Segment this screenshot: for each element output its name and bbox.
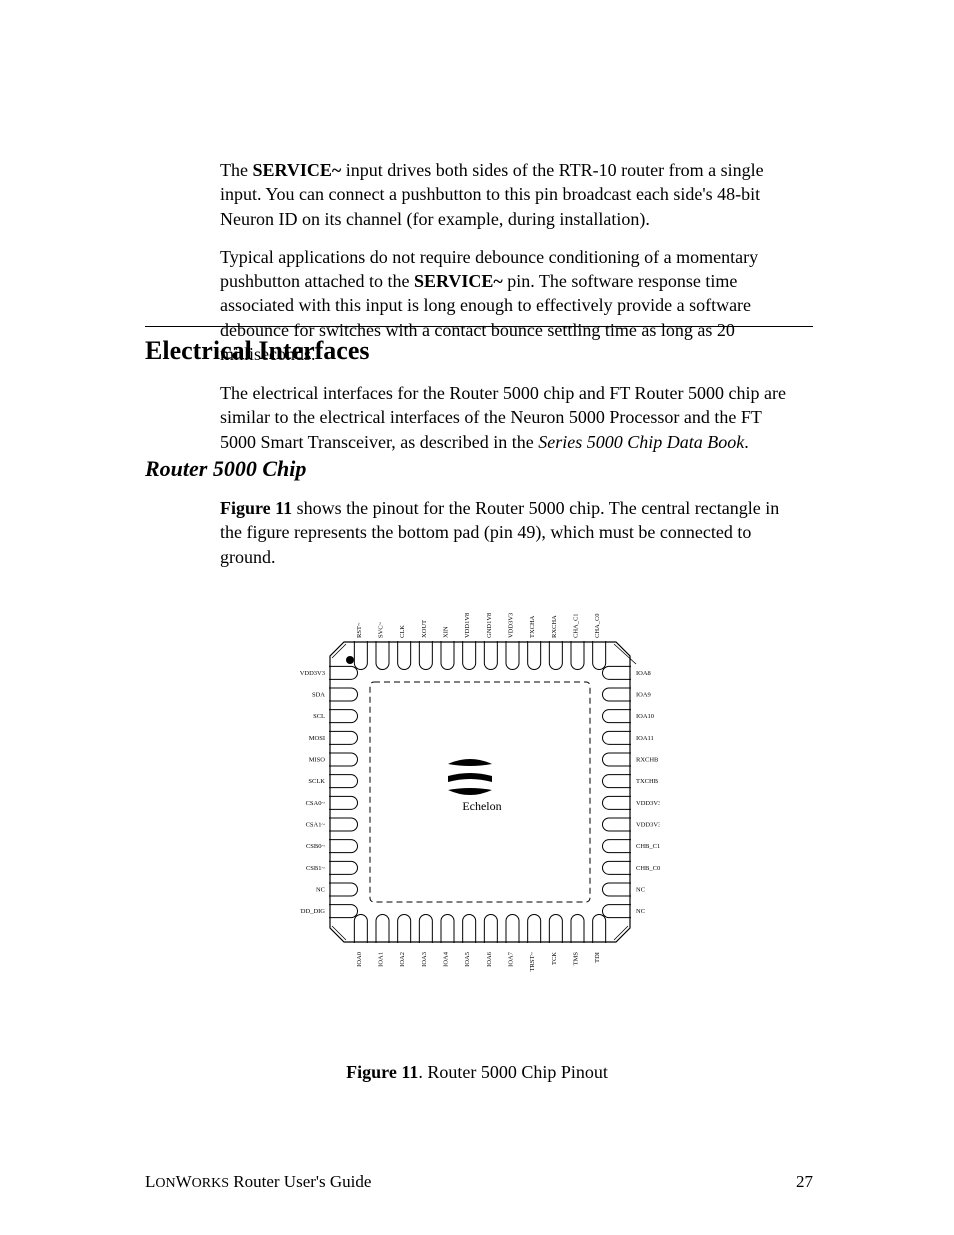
book-title-italic: Series 5000 Chip Data Book (538, 432, 744, 452)
svg-text:TCK: TCK (551, 952, 558, 965)
svg-text:NC: NC (316, 887, 325, 894)
section-divider (145, 326, 813, 327)
svg-text:VDD3V3: VDD3V3 (636, 822, 660, 829)
svg-text:IOA1: IOA1 (378, 952, 385, 967)
svg-text:IOA7: IOA7 (508, 951, 515, 967)
svg-text:IOA11: IOA11 (636, 735, 654, 742)
svg-text:IOA4: IOA4 (443, 951, 450, 967)
chip-pinout-svg: Echelon RST~ SVC~ CLK XOUT XIN VDD1V8 GND1V8 VDD… (300, 612, 660, 972)
heading-router-5000-chip: Router 5000 Chip (145, 456, 306, 482)
svg-text:VDD_DIG: VDD_DIG (300, 908, 325, 915)
svg-text:SVC~: SVC~ (378, 621, 385, 638)
svg-text:CSA1~: CSA1~ (306, 822, 326, 829)
svg-text:IOA10: IOA10 (636, 713, 654, 720)
svg-text:TRST~: TRST~ (529, 952, 536, 972)
svg-text:IOA0: IOA0 (356, 952, 363, 967)
svg-text:TDI: TDI (594, 952, 601, 963)
svg-text:XOUT: XOUT (421, 620, 428, 638)
svg-text:CHA_C1: CHA_C1 (573, 613, 580, 638)
svg-text:VDD1V8: VDD1V8 (464, 613, 471, 638)
svg-text:TXCHB: TXCHB (636, 778, 659, 785)
svg-text:NC: NC (636, 887, 645, 894)
text-run: . (744, 432, 749, 452)
svg-text:CSB0~: CSB0~ (306, 843, 326, 850)
svg-text:SCL: SCL (313, 713, 325, 720)
svg-text:CSA0~: CSA0~ (306, 800, 326, 807)
svg-text:MISO: MISO (309, 757, 326, 764)
svg-text:RST~: RST~ (356, 622, 363, 638)
svg-text:CHB_C0: CHB_C0 (636, 865, 660, 872)
service-label-bold: SERVICE~ (252, 160, 341, 180)
svg-text:CLK: CLK (399, 625, 406, 638)
svg-text:SDA: SDA (312, 692, 325, 699)
svg-text:RXCHB: RXCHB (636, 757, 659, 764)
svg-text:Echelon: Echelon (462, 799, 501, 813)
svg-text:VDD3V3: VDD3V3 (508, 613, 515, 638)
svg-text:MOSI: MOSI (309, 735, 325, 742)
heading-electrical-interfaces: Electrical Interfaces (145, 336, 370, 366)
svg-text:RXCHA: RXCHA (551, 615, 558, 638)
svg-text:IOA2: IOA2 (399, 952, 406, 967)
svg-text:TXCHA: TXCHA (529, 615, 536, 638)
svg-text:IOA5: IOA5 (464, 952, 471, 967)
svg-text:VDD3V3: VDD3V3 (300, 670, 325, 677)
paragraph-service-1: The SERVICE~ input drives both sides of … (220, 158, 795, 231)
svg-text:IOA6: IOA6 (486, 951, 493, 967)
paragraph-electrical: The electrical interfaces for the Router… (220, 381, 795, 468)
svg-text:IOA3: IOA3 (421, 952, 428, 967)
svg-text:IOA9: IOA9 (636, 692, 651, 699)
svg-text:IOA8: IOA8 (636, 670, 651, 677)
text-run: shows the pinout for the Router 5000 chi… (220, 498, 779, 567)
svg-text:NC: NC (636, 908, 645, 915)
svg-text:CHA_C0: CHA_C0 (594, 613, 601, 638)
svg-text:GND1V8: GND1V8 (486, 613, 493, 638)
svg-text:VDD3V3: VDD3V3 (636, 800, 660, 807)
figure-chip-pinout: Echelon RST~ SVC~ CLK XOUT XIN VDD1V8 GND1V8 VDD… (300, 612, 660, 972)
footer-left: LONWORKS Router User's Guide (145, 1172, 371, 1191)
svg-text:SCLK: SCLK (308, 778, 325, 785)
caption-bold: Figure 11 (346, 1062, 418, 1082)
footer-title: Router User's Guide (229, 1172, 371, 1191)
svg-text:XIN: XIN (443, 626, 450, 638)
page-footer: LONWORKS Router User's Guide 27 (145, 1172, 813, 1192)
paragraph-router-5000: Figure 11 shows the pinout for the Route… (220, 496, 795, 583)
figure-ref-bold: Figure 11 (220, 498, 292, 518)
svg-text:CHB_C1: CHB_C1 (636, 843, 660, 850)
svg-text:TMS: TMS (573, 952, 580, 966)
svg-text:CSB1~: CSB1~ (306, 865, 326, 872)
caption-text: . Router 5000 Chip Pinout (418, 1062, 608, 1082)
service-label-bold: SERVICE~ (414, 271, 503, 291)
text-run: The (220, 160, 252, 180)
figure-caption: Figure 11. Router 5000 Chip Pinout (0, 1062, 954, 1083)
page-number: 27 (796, 1172, 813, 1192)
